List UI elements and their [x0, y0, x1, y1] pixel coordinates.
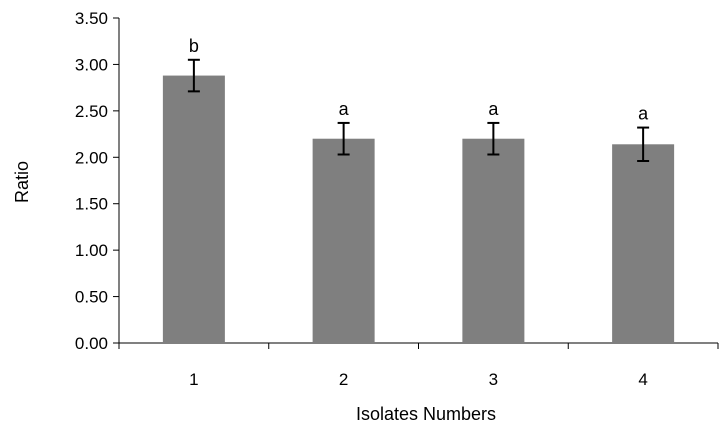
y-tick-label: 3.00 [75, 55, 108, 74]
y-tick-label: 2.00 [75, 148, 108, 167]
bar [162, 75, 225, 344]
y-tick-label: 1.00 [75, 241, 108, 260]
significance-labels: b a a a [189, 36, 649, 124]
y-tick-label: 1.50 [75, 195, 108, 214]
significance-letter: a [488, 99, 499, 119]
y-axis: 0.00 0.50 1.00 1.50 2.00 2.50 3.00 3.50 [75, 9, 120, 353]
x-axis: 1 2 3 4 [118, 342, 719, 389]
y-tick-label: 3.50 [75, 9, 108, 28]
bars [162, 75, 675, 344]
bar [462, 138, 525, 343]
error-bars [187, 58, 650, 162]
y-axis-title: Ratio [12, 161, 32, 203]
significance-letter: a [339, 99, 350, 119]
x-axis-title: Isolates Numbers [356, 404, 496, 424]
y-tick-label: 2.50 [75, 102, 108, 121]
significance-letter: b [189, 36, 199, 56]
x-tick-label: 4 [638, 370, 647, 389]
x-tick-label: 1 [189, 370, 198, 389]
bar [312, 138, 375, 343]
bar [612, 144, 675, 343]
y-tick-label: 0.50 [75, 288, 108, 307]
significance-letter: a [638, 104, 649, 124]
y-tick-label: 0.00 [75, 334, 108, 353]
x-tick-label: 2 [339, 370, 348, 389]
x-tick-label: 3 [489, 370, 498, 389]
